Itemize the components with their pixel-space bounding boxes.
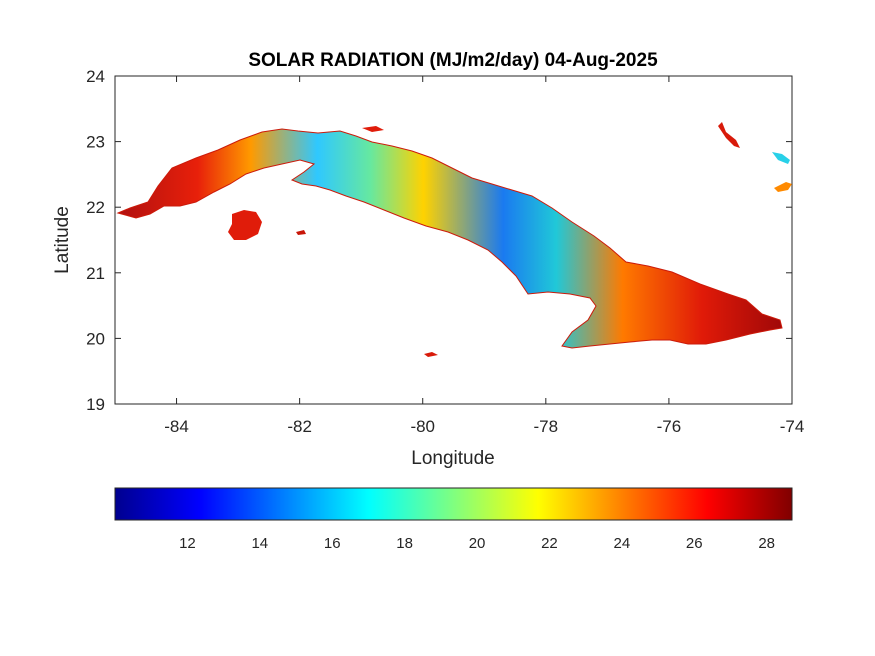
colorbar-tick-label: 28 [758,535,775,552]
colorbar-ticks: 12 14 16 18 20 22 24 26 28 [179,535,775,552]
cayo-small-east [718,122,740,148]
plot-area [114,75,793,405]
x-tick-label: -80 [410,417,435,436]
x-tick-label: -84 [164,417,189,436]
cuba-main-island [116,128,783,349]
x-tick-label: -76 [657,417,682,436]
colorbar-tick-label: 22 [541,535,558,552]
island-edge-east-2 [774,182,792,192]
cayo-south [424,352,438,357]
radiation-field [116,122,792,357]
colorbar-tick-label: 24 [614,535,631,552]
colorbar-tick-label: 12 [179,535,196,552]
y-tick-label: 24 [86,67,105,86]
colorbar-tick-label: 18 [396,535,413,552]
x-axis: -84 -82 -80 -78 -76 -74 [164,417,804,436]
y-tick-label: 19 [86,395,105,414]
y-tick-label: 23 [86,133,105,152]
y-axis: 19 20 21 22 23 24 [86,67,105,414]
x-tick-label: -82 [287,417,312,436]
y-tick-label: 22 [86,198,105,217]
cayo-north [362,126,384,132]
x-tick-label: -78 [534,417,559,436]
isla-de-la-juventud [228,210,262,240]
island-edge-east [772,152,790,164]
y-axis-label: Latitude [52,206,73,274]
colorbar-tick-label: 14 [251,535,268,552]
chart-title: SOLAR RADIATION (MJ/m2/day) 04-Aug-2025 [248,50,658,71]
cayo-south-2 [296,230,306,235]
y-tick-label: 20 [86,329,105,348]
x-axis-label: Longitude [411,448,494,469]
colorbar-tick-label: 20 [469,535,486,552]
y-tick-label: 21 [86,264,105,283]
colorbar-tick-label: 16 [324,535,341,552]
colorbar [114,487,793,521]
x-tick-label: -74 [780,417,805,436]
colorbar-tick-label: 26 [686,535,703,552]
